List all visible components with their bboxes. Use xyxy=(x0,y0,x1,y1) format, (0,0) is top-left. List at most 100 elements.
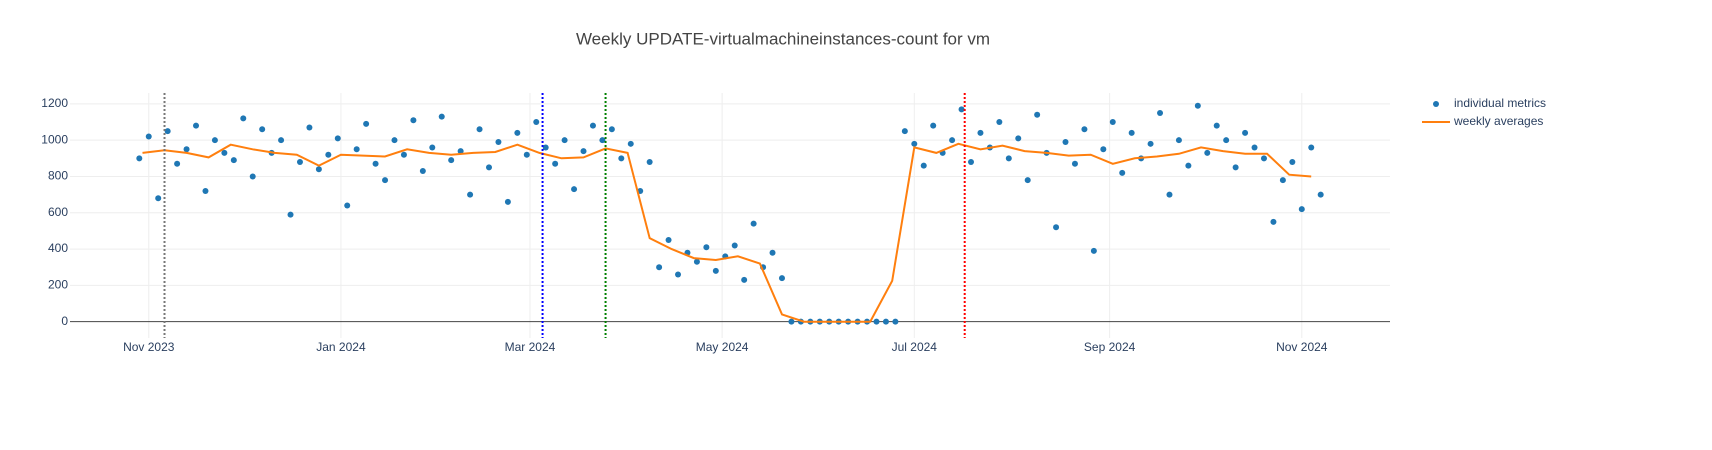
data-point xyxy=(778,275,785,282)
legend-symbol xyxy=(1433,101,1439,107)
data-point xyxy=(1015,135,1022,142)
data-point xyxy=(996,119,1003,126)
y-tick-label: 200 xyxy=(48,278,68,292)
data-point xyxy=(221,149,228,156)
data-point xyxy=(656,264,663,271)
data-point xyxy=(372,160,379,167)
data-point xyxy=(249,173,256,180)
data-point xyxy=(174,160,181,167)
x-tick-label: Jul 2024 xyxy=(892,340,938,354)
data-point xyxy=(1119,169,1126,176)
data-point xyxy=(315,166,322,173)
data-point xyxy=(703,244,710,251)
data-point xyxy=(675,271,682,278)
chart-title: Weekly UPDATE-virtualmachineinstances-co… xyxy=(576,29,990,48)
data-point xyxy=(571,186,578,193)
data-point xyxy=(1128,129,1135,136)
data-point xyxy=(977,129,984,136)
data-point xyxy=(495,139,502,145)
data-point xyxy=(901,128,908,135)
data-point xyxy=(259,126,266,133)
data-point xyxy=(627,140,634,147)
data-point xyxy=(306,124,313,131)
y-tick-label: 1200 xyxy=(41,96,68,110)
y-tick-label: 600 xyxy=(48,205,68,219)
data-point xyxy=(183,146,190,153)
data-point xyxy=(325,151,332,158)
data-point xyxy=(1090,247,1097,254)
data-point xyxy=(1223,137,1230,144)
data-point xyxy=(968,158,975,165)
legend-label: weekly averages xyxy=(1453,114,1543,128)
data-point xyxy=(353,146,360,153)
data-point xyxy=(136,155,143,162)
data-point xyxy=(1062,139,1069,145)
data-point xyxy=(344,202,351,209)
data-point xyxy=(750,220,757,227)
data-point xyxy=(1147,140,1154,147)
data-point xyxy=(958,106,965,113)
data-point xyxy=(145,133,152,140)
data-point xyxy=(589,122,596,129)
data-point xyxy=(363,120,370,127)
data-point xyxy=(882,318,889,325)
x-tick-label: Jan 2024 xyxy=(316,340,366,354)
y-tick-label: 1000 xyxy=(41,132,68,146)
data-point xyxy=(514,129,521,136)
data-point xyxy=(1279,177,1286,184)
data-point xyxy=(1053,224,1060,231)
data-point xyxy=(1270,218,1277,225)
x-tick-label: May 2024 xyxy=(696,340,749,354)
data-point xyxy=(1317,191,1324,198)
data-point xyxy=(1109,119,1116,126)
y-tick-label: 400 xyxy=(48,241,68,255)
data-point xyxy=(485,164,492,171)
data-point xyxy=(240,115,247,122)
data-point xyxy=(296,158,303,165)
data-point xyxy=(164,128,171,135)
data-point xyxy=(278,137,285,144)
data-point xyxy=(211,137,218,144)
data-point xyxy=(1081,126,1088,133)
x-tick-label: Nov 2023 xyxy=(123,340,175,354)
data-point xyxy=(1251,144,1258,151)
data-point xyxy=(429,144,436,151)
data-point xyxy=(1298,206,1305,213)
data-point xyxy=(1024,177,1031,184)
x-tick-label: Sep 2024 xyxy=(1084,340,1136,354)
data-point xyxy=(542,144,549,151)
data-point xyxy=(1213,122,1220,129)
data-point xyxy=(788,318,795,325)
data-point xyxy=(665,237,672,243)
data-point xyxy=(1194,102,1201,109)
data-point xyxy=(1232,164,1239,171)
data-point xyxy=(949,137,956,144)
data-point xyxy=(599,137,606,144)
data-point xyxy=(892,318,899,325)
average-line xyxy=(142,142,1312,323)
data-point xyxy=(552,160,559,167)
data-point xyxy=(1204,149,1211,156)
data-point xyxy=(410,117,417,124)
data-point xyxy=(1308,144,1315,151)
data-point xyxy=(920,162,927,169)
data-point xyxy=(334,135,341,142)
data-point xyxy=(930,122,937,129)
data-point xyxy=(202,188,209,194)
data-point xyxy=(457,148,464,155)
x-tick-label: Nov 2024 xyxy=(1276,340,1328,354)
data-point xyxy=(382,177,389,184)
data-point xyxy=(911,140,918,147)
data-point xyxy=(1005,155,1012,162)
data-point xyxy=(504,198,511,205)
data-point xyxy=(467,191,474,198)
data-point xyxy=(1157,109,1164,116)
data-point xyxy=(712,267,719,274)
data-point xyxy=(1175,137,1182,144)
legend-label: individual metrics xyxy=(1454,96,1546,110)
data-point xyxy=(419,168,426,175)
y-tick-label: 0 xyxy=(61,314,68,328)
data-point xyxy=(533,119,540,126)
data-point xyxy=(391,137,398,144)
data-point xyxy=(1166,191,1173,198)
